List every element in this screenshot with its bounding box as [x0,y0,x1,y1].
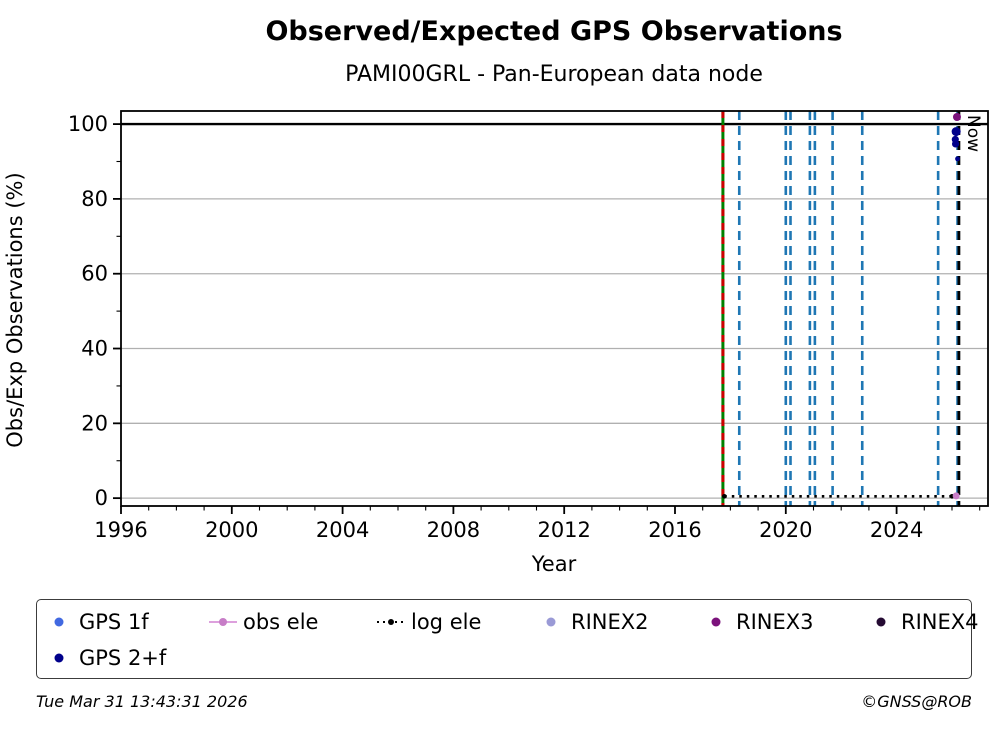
log-ele-marker-icon [377,619,405,625]
obs-ele-marker-icon [209,618,237,626]
data-point-obs-ele [952,492,960,500]
data-point-gps-2-f [955,156,960,162]
y-tick-label: 60 [81,262,108,286]
y-tick-label: 40 [81,337,108,361]
chart-title: Observed/Expected GPS Observations [265,16,843,47]
data-point-gps-2-f [951,127,961,137]
footer-copyright: ©GNSS@ROB [861,692,972,711]
x-axis-label: Year [531,552,577,576]
legend-item-rinex2: RINEX2 [537,607,649,637]
legend-label: log ele [411,610,482,634]
data-point-log-ele [721,493,727,499]
x-tick-label: 2008 [427,518,480,542]
legend: GPS 1f obs ele log ele RINEX2 RINEX3 RINEX4 GP… [36,599,979,679]
x-tick-label: 2004 [316,518,369,542]
legend-label: RINEX3 [736,610,814,634]
y-tick-label: 100 [68,112,108,136]
legend-item-log-ele: log ele [377,607,481,637]
y-tick-label: 80 [81,187,108,211]
legend-label: GPS 2+f [79,646,167,670]
legend-item-gps-1f: GPS 1f [45,607,149,637]
now-label: Now [963,115,983,152]
legend-item-gps-2-f: GPS 2+f [45,643,166,673]
data-point-rinex3 [952,112,961,121]
rinex4-marker-icon [876,617,886,627]
legend-label: RINEX4 [901,610,979,634]
plot-area: 1996 2000 2004 2008 2012 2016 2020 2024 0 20 40 60 8… [68,110,989,542]
gps-2-f-marker-icon [54,653,64,663]
legend-item-rinex4: RINEX4 [867,607,979,637]
y-tick-label: 20 [81,411,108,435]
gps-1f-marker-icon [54,617,64,627]
footer-timestamp: Tue Mar 31 13:43:31 2026 [36,692,248,711]
x-tick-label: 2012 [537,518,590,542]
legend-label: obs ele [243,610,319,634]
legend-label: GPS 1f [79,610,149,634]
y-tick-label: 0 [95,486,108,510]
chart-subtitle: PAMI00GRL - Pan-European data node [345,62,763,87]
legend-item-rinex3: RINEX3 [702,607,814,637]
legend-item-obs-ele: obs ele [209,607,318,637]
x-tick-label: 1996 [94,518,147,542]
x-tick-label: 2016 [648,518,701,542]
legend-label: RINEX2 [571,610,649,634]
data-point-gps-2-f [951,140,960,148]
rinex3-marker-icon [711,617,721,627]
x-tick-label: 2024 [870,518,923,542]
x-tick-label: 2000 [205,518,258,542]
rinex2-marker-icon [546,617,556,627]
plot-border [120,110,989,507]
x-tick-label: 2020 [759,518,812,542]
